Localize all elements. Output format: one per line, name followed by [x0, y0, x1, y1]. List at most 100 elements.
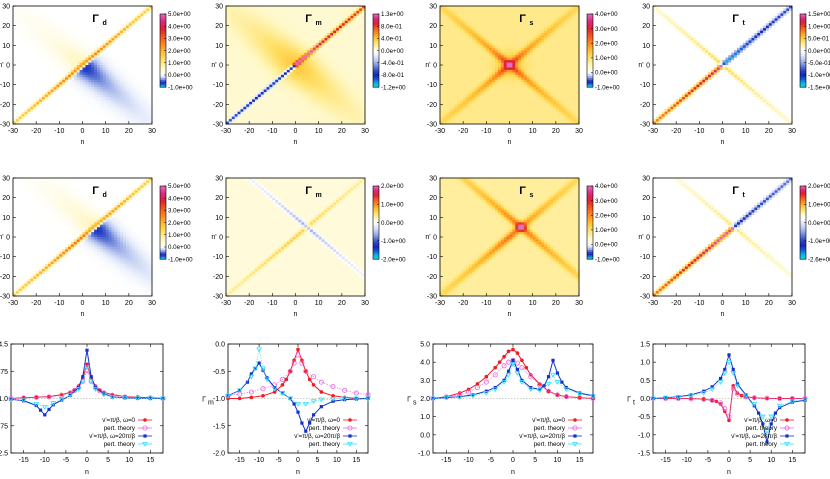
heatmap-cell [301, 13, 305, 17]
heatmap-cell [13, 8, 17, 12]
heatmap-cell [301, 35, 305, 39]
heatmap-cell [36, 57, 40, 61]
heatmap-cell [336, 101, 340, 105]
heatmap-cell [79, 65, 83, 68]
heatmap-cell [228, 30, 233, 34]
heatmap-cell [295, 10, 299, 14]
heatmap-cell [94, 10, 98, 14]
heatmap-cell [105, 35, 109, 39]
heatmap-cell [15, 121, 20, 125]
heatmap-cell [249, 87, 253, 90]
heatmap-cell [96, 40, 101, 44]
heatmap-cell [131, 60, 136, 63]
heatmap-cell [341, 72, 346, 76]
heatmap-cell [249, 96, 253, 100]
heatmap-cell [289, 101, 294, 105]
heatmap-cell [15, 82, 20, 86]
heatmap-cell [304, 8, 308, 12]
heatmap-cell [347, 82, 351, 86]
heatmap-cell [53, 99, 57, 103]
heatmap-cell [240, 72, 244, 76]
heatmap-cell [448, 18, 452, 22]
heatmap-cell [289, 114, 294, 118]
heatmap-cell [350, 114, 354, 118]
heatmap-cell [47, 60, 52, 63]
heatmap-cell [30, 37, 34, 41]
heatmap-cell [41, 25, 46, 29]
heatmap-cell [94, 92, 98, 95]
heatmap-cell [246, 37, 250, 41]
heatmap-cell [445, 94, 450, 98]
heatmap-cell [292, 50, 296, 54]
heatmap-cell [231, 52, 236, 56]
heatmap-cell [231, 84, 236, 88]
heatmap-cell [318, 65, 322, 68]
heatmap-cell [260, 89, 265, 93]
heatmap-cell [442, 87, 447, 90]
heatmap-cell [338, 40, 343, 44]
heatmap-cell [79, 45, 83, 49]
heatmap-cell [231, 116, 236, 120]
heatmap-cell [82, 72, 86, 76]
heatmap-cell [289, 77, 294, 81]
heatmap-cell [111, 94, 115, 98]
heatmap-cell [301, 89, 305, 93]
heatmap-cell [114, 57, 118, 61]
heatmap-cell [356, 37, 360, 41]
heatmap-cell [234, 114, 238, 118]
heatmap-cell [359, 79, 363, 83]
heatmap-cell [275, 65, 279, 68]
heatmap-cell [272, 33, 276, 36]
heatmap-cell [50, 116, 54, 120]
heatmap-cell [278, 89, 282, 93]
heatmap-cell [94, 28, 98, 31]
heatmap-cell [59, 101, 63, 105]
heatmap-cell [237, 37, 241, 41]
heatmap-cell [336, 96, 340, 100]
heatmap-cell [307, 37, 311, 41]
heatmap-cell [94, 33, 98, 36]
heatmap-cell [260, 111, 265, 115]
heatmap-cell [275, 92, 279, 95]
heatmap-cell [226, 33, 230, 36]
heatmap-cell [307, 20, 311, 24]
heatmap-cell [91, 67, 95, 71]
heatmap-cell [350, 96, 354, 100]
heatmap-cell [451, 18, 455, 22]
heatmap-cell [286, 8, 291, 12]
heatmap-cell [281, 37, 285, 41]
heatmap-cell [105, 62, 109, 66]
heatmap-cell [318, 114, 322, 118]
heatmap-cell [13, 50, 17, 54]
heatmap-cell [143, 82, 147, 86]
heatmap-cell [125, 6, 130, 9]
heatmap-cell [269, 99, 273, 103]
heatmap-cell [50, 33, 54, 36]
heatmap-cell [108, 116, 112, 120]
heatmap-cell [82, 13, 86, 17]
heatmap-cell [283, 47, 288, 51]
heatmap-cell [440, 72, 444, 76]
heatmap-cell [79, 74, 83, 78]
heatmap-cell [21, 104, 25, 108]
heatmap-cell [336, 33, 340, 36]
heatmap-cell [111, 87, 115, 90]
heatmap-cell [330, 111, 334, 115]
heatmap-cell [240, 60, 244, 63]
heatmap-cell [304, 79, 308, 83]
heatmap-cell [65, 60, 69, 63]
heatmap-cell [111, 69, 115, 73]
heatmap-cell [59, 52, 63, 56]
heatmap-cell [13, 116, 17, 120]
heatmap-cell [24, 52, 28, 56]
heatmap-cell [91, 60, 95, 63]
heatmap-cell [56, 52, 60, 56]
heatmap-cell [76, 35, 81, 39]
heatmap-cell [353, 37, 357, 41]
heatmap-cell [53, 119, 57, 122]
heatmap-cell [283, 69, 288, 73]
heatmap-cell [353, 72, 357, 76]
heatmap-cell [359, 35, 363, 39]
heatmap-cell [324, 82, 328, 86]
heatmap-cell [289, 84, 294, 88]
